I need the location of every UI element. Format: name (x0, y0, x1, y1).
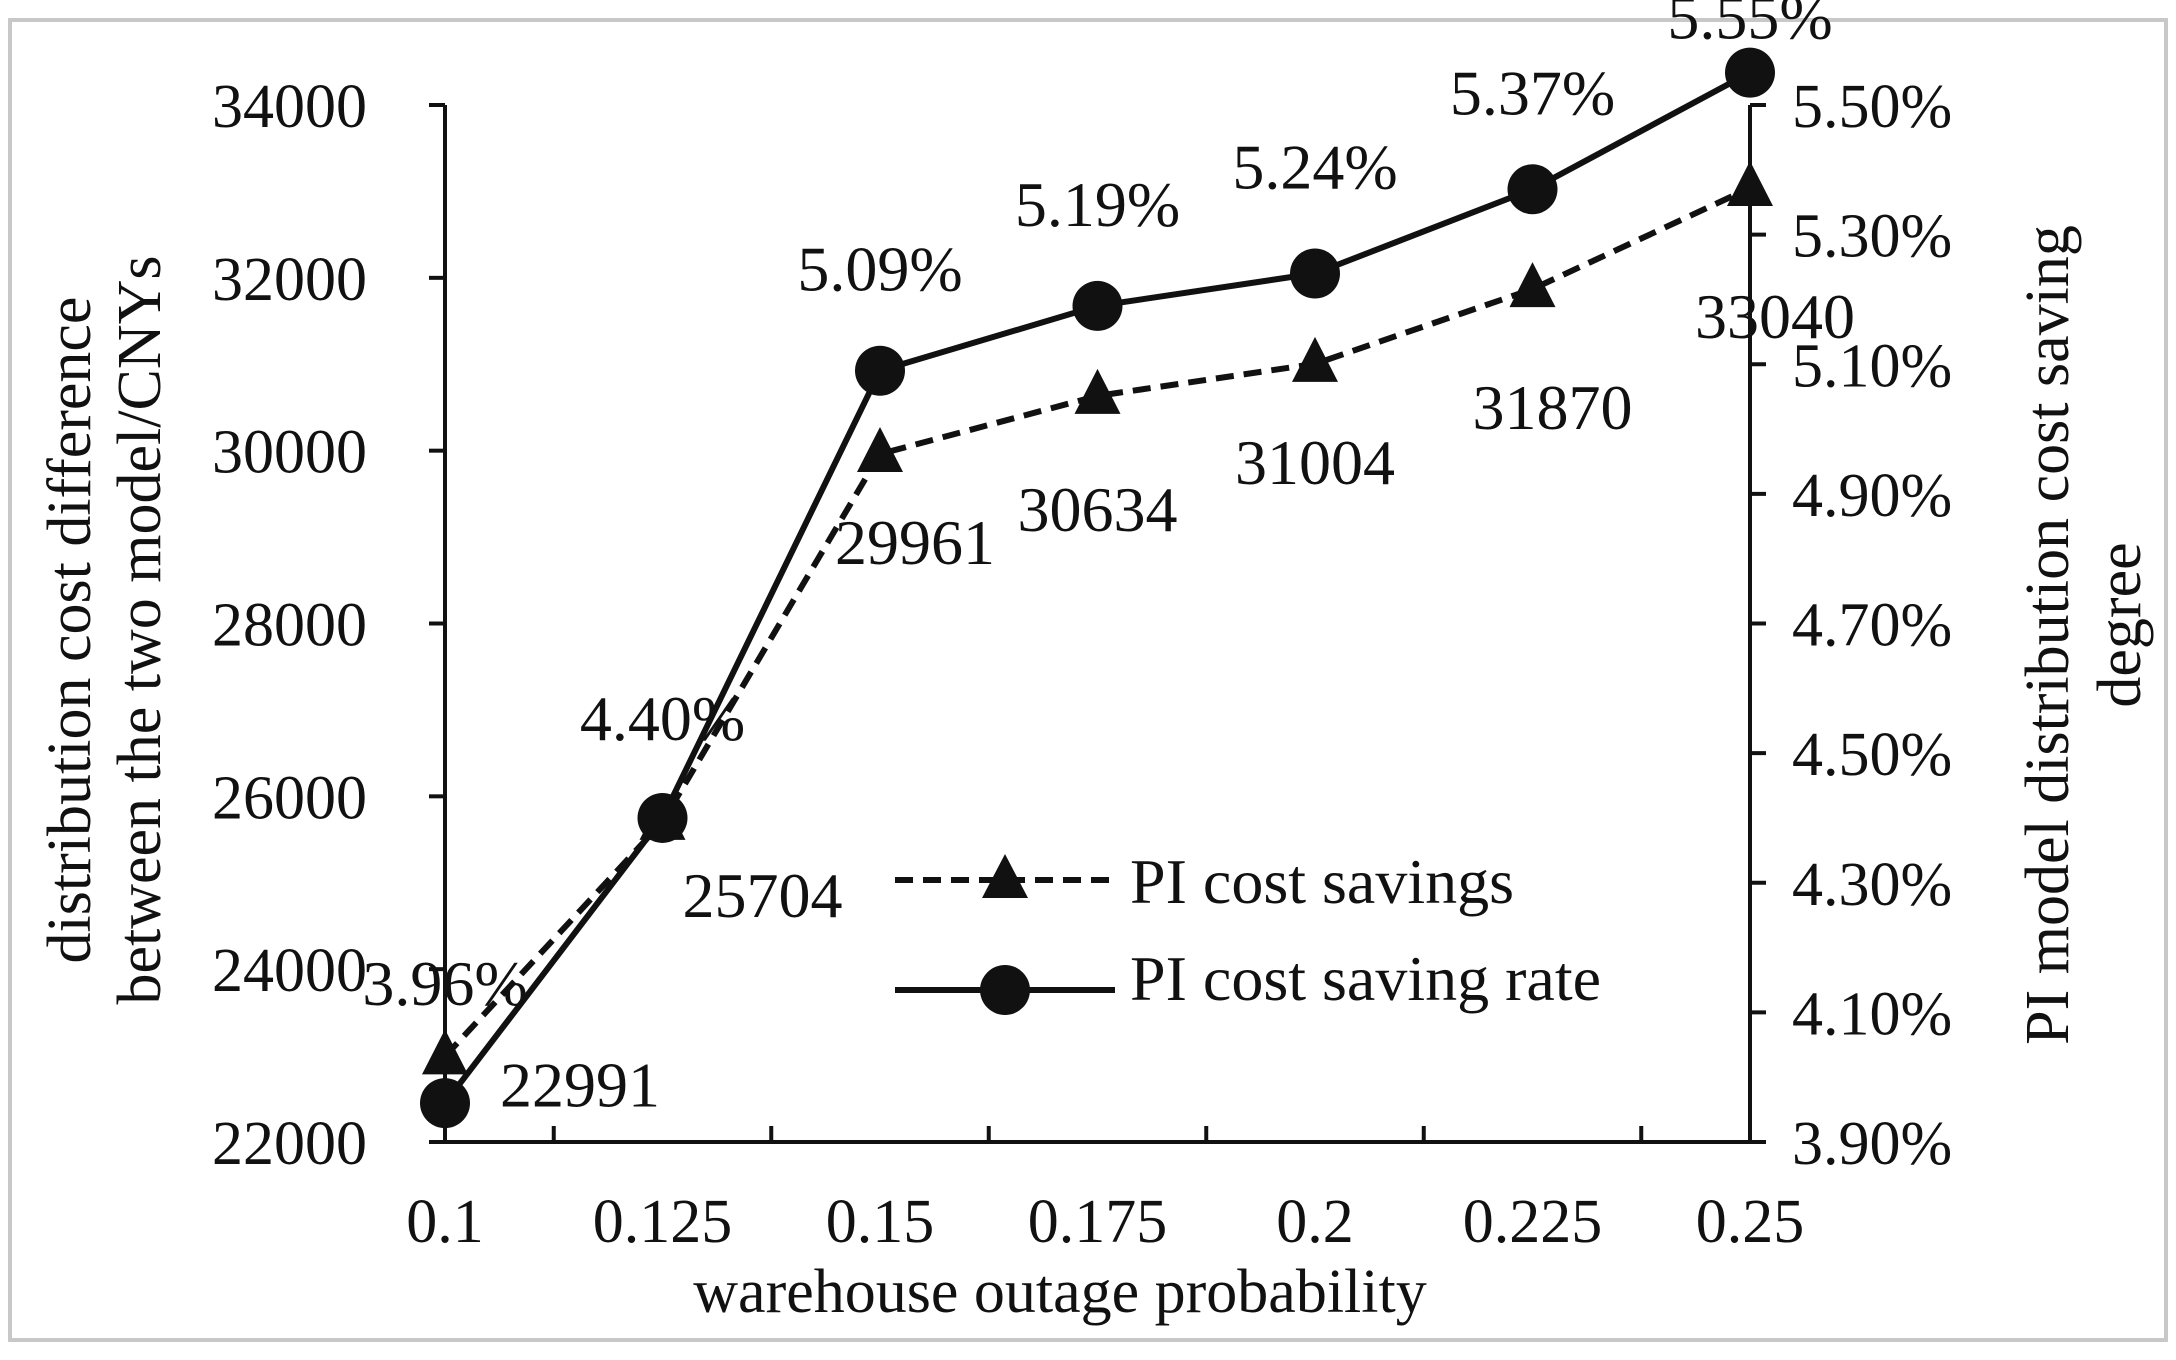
marker-circle (1725, 47, 1775, 98)
data-label-cost-savings: 31870 (1473, 372, 1633, 443)
data-labels: 22991 25704 29961 30634 31004 31870 33040 3.96%… (362, 0, 1855, 1120)
data-label-cost-savings: 31004 (1235, 427, 1395, 498)
left-y-tick-label: 24000 (212, 937, 367, 1005)
left-y-tick-label: 22000 (212, 1110, 367, 1178)
marker-circle (637, 792, 688, 843)
left-y-tick-label: 28000 (212, 592, 367, 660)
right-y-tick-label: 4.50% (1792, 721, 1952, 789)
data-label-cost-savings: 22991 (500, 1049, 660, 1120)
x-tick-label: 0.1 (406, 1188, 484, 1256)
right-y-tick-label: 5.10% (1792, 332, 1952, 400)
tick-labels: 22000 24000 26000 28000 30000 32000 34000 3.90%… (212, 73, 1952, 1256)
legend: PI cost savings PI cost saving rate (895, 846, 1601, 1015)
markers (420, 47, 1775, 1129)
data-label-cost-savings: 33040 (1695, 281, 1855, 352)
marker-triangle (1292, 336, 1338, 382)
right-y-tick-label: 4.30% (1792, 851, 1952, 919)
x-tick-label: 0.15 (826, 1188, 935, 1256)
data-label-cost-savings: 29961 (835, 507, 995, 578)
ticks (429, 103, 1766, 1144)
data-label-cost-saving-rate: 5.09% (797, 234, 962, 305)
marker-circle (1507, 164, 1558, 215)
x-tick-label: 0.225 (1463, 1188, 1603, 1256)
right-y-tick-label: 5.50% (1792, 73, 1952, 141)
marker-circle (420, 1078, 470, 1129)
marker-triangle (1074, 368, 1121, 414)
left-y-axis-title-line2: between the two model/CNYs (106, 255, 174, 1004)
data-label-cost-saving-rate: 5.37% (1450, 57, 1615, 128)
data-label-cost-saving-rate: 5.19% (1015, 169, 1180, 240)
right-y-axis-title-line2: degree (2086, 542, 2154, 707)
right-y-tick-label: 3.90% (1792, 1110, 1952, 1178)
legend-marker-triangle (982, 854, 1028, 898)
marker-triangle (422, 1029, 468, 1075)
left-y-axis-title-line1: distribution cost difference (36, 297, 104, 964)
x-tick-label: 0.25 (1696, 1188, 1805, 1256)
data-label-cost-saving-rate: 5.55% (1667, 0, 1832, 53)
right-y-tick-label: 4.70% (1792, 592, 1952, 660)
data-label-cost-savings: 25704 (683, 860, 843, 931)
left-y-tick-label: 32000 (212, 246, 367, 314)
x-tick-label: 0.2 (1276, 1188, 1354, 1256)
data-label-cost-saving-rate: 3.96% (362, 948, 527, 1019)
legend-marker-circle (980, 965, 1030, 1015)
marker-circle (1290, 248, 1340, 299)
data-label-cost-saving-rate: 4.40% (580, 683, 745, 754)
marker-triangle (857, 427, 903, 473)
x-axis-title: warehouse outage probability (693, 1258, 1426, 1326)
left-y-tick-label: 30000 (212, 419, 367, 487)
data-label-cost-saving-rate: 5.24% (1232, 132, 1397, 203)
chart-frame (8, 18, 2168, 1342)
marker-triangle (1509, 262, 1556, 308)
right-y-axis-title-line1: PI model distribution cost saving (2014, 225, 2082, 1045)
right-y-tick-label: 5.30% (1792, 203, 1952, 271)
right-y-tick-label: 4.10% (1792, 980, 1952, 1048)
marker-circle (1072, 280, 1123, 331)
right-y-tick-label: 4.90% (1792, 462, 1952, 530)
legend-label-cost-saving-rate: PI cost saving rate (1130, 943, 1601, 1014)
marker-triangle (1727, 160, 1773, 206)
marker-circle (855, 345, 905, 396)
data-label-cost-savings: 30634 (1018, 474, 1178, 545)
legend-label-cost-savings: PI cost savings (1130, 846, 1514, 917)
x-tick-label: 0.175 (1028, 1188, 1168, 1256)
left-y-tick-label: 34000 (212, 73, 367, 141)
x-tick-label: 0.125 (593, 1188, 733, 1256)
left-y-tick-label: 26000 (212, 764, 367, 832)
